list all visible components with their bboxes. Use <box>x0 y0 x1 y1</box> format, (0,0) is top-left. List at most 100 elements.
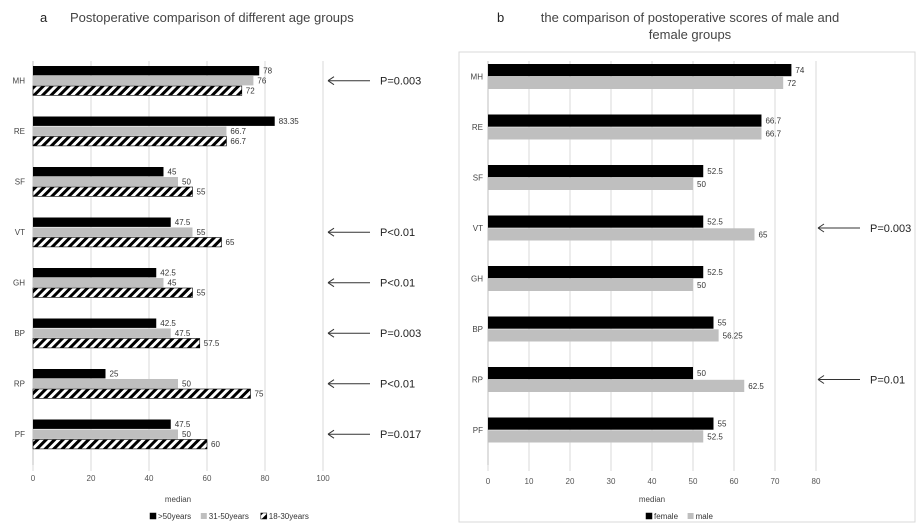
bar-b-6-s1 <box>488 379 745 392</box>
tick-label-a-2: 40 <box>145 474 154 483</box>
bar-a-0-s0 <box>33 66 260 76</box>
bar-a-1-s0 <box>33 116 275 126</box>
data-label-a-2-s2: 55 <box>197 188 206 197</box>
category-label-a-4: GH <box>13 279 25 288</box>
category-label-a-2: SF <box>15 178 25 187</box>
data-label-a-3-s0: 47.5 <box>175 218 191 227</box>
bar-b-4-s1 <box>488 278 693 291</box>
data-label-b-4-s0: 52.5 <box>707 268 723 277</box>
p-value-a-2: P<0.01 <box>380 278 415 290</box>
tick-label-b-0: 0 <box>486 477 491 486</box>
category-label-a-3: VT <box>15 228 25 237</box>
data-label-a-6-s2: 75 <box>255 390 264 399</box>
tick-label-a-1: 20 <box>87 474 96 483</box>
data-label-a-4-s0: 42.5 <box>160 269 176 278</box>
legend-label-a-2: 18-30years <box>269 512 309 521</box>
data-label-a-7-s2: 60 <box>211 440 220 449</box>
bar-a-5-s1 <box>33 328 171 338</box>
bar-b-2-s0 <box>488 165 704 178</box>
p-value-a-3: P=0.003 <box>380 328 421 340</box>
tick-label-b-7: 70 <box>771 477 780 486</box>
bar-b-0-s1 <box>488 76 784 89</box>
data-label-b-0-s0: 74 <box>795 66 804 75</box>
bar-a-7-s2 <box>32 439 208 450</box>
data-label-a-4-s1: 45 <box>168 279 177 288</box>
data-label-a-6-s1: 50 <box>182 380 191 389</box>
annotation-arrowhead-b-0 <box>817 223 825 233</box>
bar-a-1-s2 <box>32 136 227 147</box>
data-label-b-6-s0: 50 <box>697 369 706 378</box>
data-label-b-7-s0: 55 <box>718 420 727 429</box>
panel-b-title-line2: female groups <box>649 27 732 42</box>
p-value-a-0: P=0.003 <box>380 76 421 88</box>
bar-a-0-s1 <box>33 76 254 86</box>
legend-swatch-b-0 <box>645 512 653 520</box>
bar-a-4-s0 <box>33 268 157 278</box>
category-label-b-3: VT <box>473 224 483 233</box>
bar-b-4-s0 <box>488 266 704 279</box>
bar-a-2-s2 <box>32 186 193 197</box>
tick-label-a-5: 100 <box>316 474 330 483</box>
tick-label-b-3: 30 <box>607 477 616 486</box>
annotation-arrowhead-b-1 <box>817 375 825 384</box>
chart-b: 0 10 20 30 40 50 60 70 80MH7472RE66.766.7SF52.55… <box>471 61 911 486</box>
tick-label-a-0: 0 <box>31 474 36 483</box>
data-label-a-0-s0: 78 <box>263 67 272 76</box>
category-label-b-0: MH <box>471 73 484 82</box>
bar-b-7-s1 <box>488 430 704 443</box>
bar-b-6-s0 <box>488 367 693 380</box>
panel-b: b the comparison of postoperative scores… <box>458 10 916 523</box>
data-label-b-3-s1: 65 <box>759 230 768 239</box>
data-label-a-0-s2: 72 <box>246 87 255 96</box>
bar-a-5-s2 <box>32 338 201 349</box>
bar-b-1-s0 <box>488 114 762 127</box>
panel-b-xlabel: median <box>639 495 665 504</box>
data-label-a-7-s1: 50 <box>182 430 191 439</box>
bar-a-3-s2 <box>32 237 222 248</box>
bar-b-0-s0 <box>488 64 792 77</box>
category-label-a-0: MH <box>13 77 26 86</box>
bar-a-6-s2 <box>32 388 251 399</box>
category-label-b-6: RP <box>472 376 483 385</box>
data-label-b-2-s1: 50 <box>697 180 706 189</box>
data-label-a-2-s0: 45 <box>168 168 177 177</box>
tick-label-b-8: 80 <box>812 477 821 486</box>
category-label-a-7: PF <box>15 430 25 439</box>
data-label-a-4-s2: 55 <box>197 289 206 298</box>
bar-b-2-s1 <box>488 177 693 190</box>
data-label-a-1-s1: 66.7 <box>230 127 246 136</box>
panel-a-letter: a <box>40 10 48 25</box>
legend-label-a-1: 31-50years <box>209 512 249 521</box>
annotation-arrowhead-a-2 <box>327 278 335 288</box>
tick-label-b-6: 60 <box>730 477 739 486</box>
data-label-a-5-s1: 47.5 <box>175 329 191 338</box>
data-label-a-2-s1: 50 <box>182 178 191 187</box>
p-value-a-4: P<0.01 <box>380 379 415 391</box>
legend-swatch-a-0 <box>149 512 157 520</box>
legend-label-b-0: female <box>654 512 679 521</box>
data-label-b-1-s0: 66.7 <box>765 117 781 126</box>
bar-a-6-s1 <box>33 379 178 389</box>
data-label-a-7-s0: 47.5 <box>175 420 191 429</box>
annotation-arrowhead-a-1 <box>327 227 335 237</box>
annotation-arrowhead-a-3 <box>327 328 335 338</box>
bar-a-0-s2 <box>32 85 243 96</box>
bar-b-5-s1 <box>488 329 719 342</box>
data-label-a-3-s2: 65 <box>226 238 235 247</box>
category-label-a-1: RE <box>14 127 25 136</box>
annotation-arrowhead-a-0 <box>327 76 335 86</box>
bar-a-6-s0 <box>33 369 106 379</box>
bar-b-7-s0 <box>488 417 714 430</box>
legend-b: female male <box>645 512 713 521</box>
category-label-b-7: PF <box>473 426 483 435</box>
bar-b-1-s1 <box>488 127 762 140</box>
data-label-b-6-s1: 62.5 <box>748 382 764 391</box>
tick-label-b-1: 10 <box>525 477 534 486</box>
bar-a-3-s1 <box>33 227 193 237</box>
panel-a-title: Postoperative comparison of different ag… <box>70 10 354 25</box>
category-label-b-5: BP <box>472 325 483 334</box>
data-label-b-2-s0: 52.5 <box>707 167 723 176</box>
legend-swatch-a-1 <box>200 513 207 519</box>
tick-label-a-4: 80 <box>261 474 270 483</box>
